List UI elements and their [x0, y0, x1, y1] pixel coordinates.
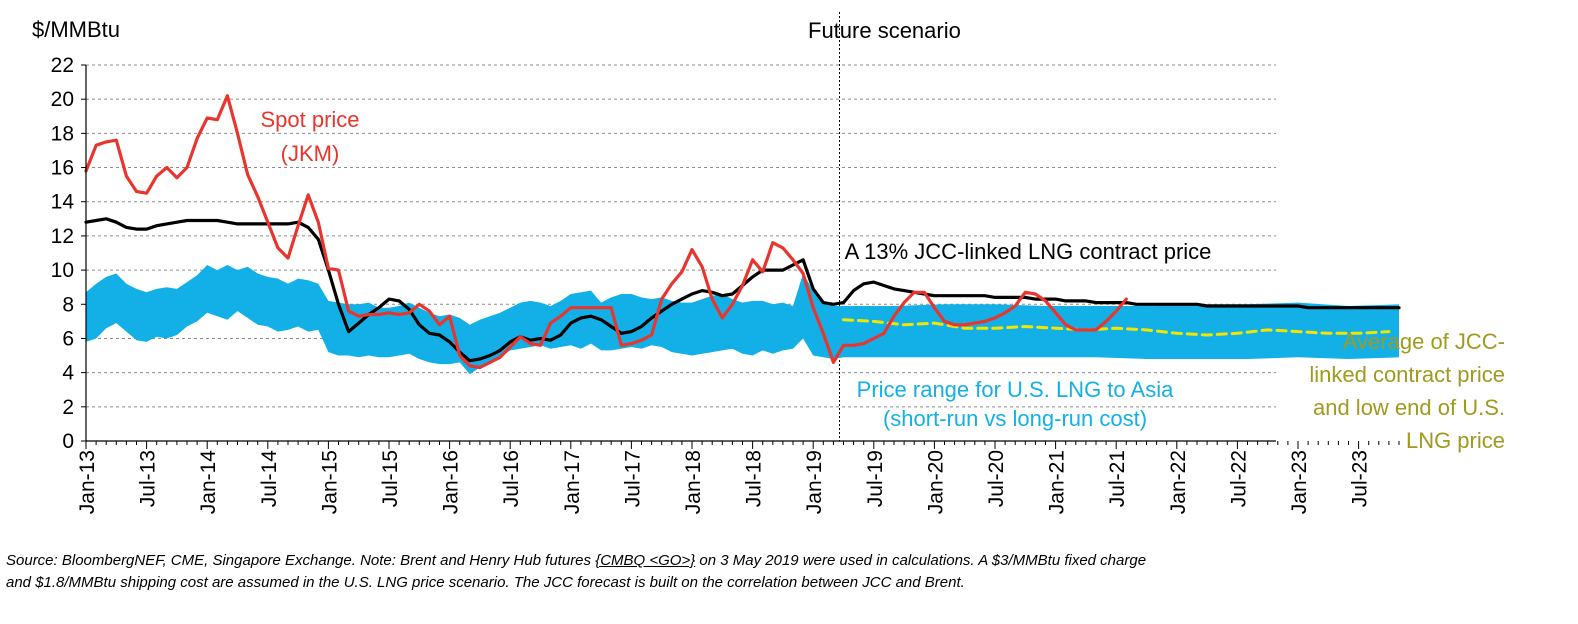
us-lng-range-area: [86, 265, 1399, 375]
x-tick-label-Jul-20: Jul-20: [985, 450, 1008, 507]
y-tick-label-6: 6: [62, 327, 74, 350]
x-tick-label-Jul-18: Jul-18: [743, 450, 766, 507]
y-tick-label-4: 4: [62, 362, 74, 385]
y-tick-label-0: 0: [62, 430, 74, 453]
footnote-line1-suffix: on 3 May 2019 were used in calculations.…: [695, 552, 1147, 569]
y-tick-label-18: 18: [51, 122, 74, 145]
bloomberg-ticker-link[interactable]: {CMBQ <GO>}: [595, 552, 696, 569]
x-tick-label-Jul-14: Jul-14: [258, 450, 281, 508]
footnote-line2: and $1.8/MMBtu shipping cost are assumed…: [6, 574, 965, 591]
x-tick-label-Jan-21: Jan-21: [1046, 450, 1069, 514]
x-tick-label-Jan-18: Jan-18: [682, 450, 705, 514]
x-tick-label-Jan-13: Jan-13: [76, 450, 99, 514]
y-tick-label-12: 12: [51, 225, 74, 248]
future-scenario-label: Future scenario: [808, 18, 961, 43]
average-price-dashed-line: [842, 318, 1391, 337]
us-lng-price-range-band: [86, 265, 1399, 375]
jcc-contract-price-label: A 13% JCC-linked LNG contract price: [845, 239, 1212, 264]
y-tick-label-8: 8: [62, 293, 74, 316]
source-footnote: Source: BloombergNEF, CME, Singapore Exc…: [6, 550, 1566, 594]
y-tick-label-16: 16: [51, 157, 74, 180]
x-tick-label-Jul-17: Jul-17: [621, 450, 644, 507]
x-tick-label-Jul-23: Jul-23: [1349, 450, 1372, 507]
y-tick-label-22: 22: [51, 54, 74, 77]
lng-price-chart: 0 2 4 6 8 10 12 14 16 18 20 22 Jan-13 Jul-13 Jan-14 Jul…: [32, 12, 1505, 515]
average-price-label: Average of JCC-linked contract price and …: [1309, 329, 1505, 453]
x-tick-label-Jan-22: Jan-22: [1167, 450, 1190, 514]
y-tick-label-20: 20: [51, 88, 74, 111]
x-tick-label-Jul-13: Jul-13: [137, 450, 160, 507]
us-lng-range-label: Price range for U.S. LNG to Asia (short-r…: [857, 377, 1174, 431]
x-tick-label-Jul-15: Jul-15: [379, 450, 402, 507]
x-tick-label-Jul-16: Jul-16: [500, 450, 523, 507]
y-tick-label-10: 10: [51, 259, 74, 282]
x-tick-label-Jan-17: Jan-17: [561, 450, 584, 514]
x-tick-label-Jul-21: Jul-21: [1106, 450, 1129, 507]
x-tick-label-Jan-15: Jan-15: [318, 450, 341, 514]
y-tick-label-14: 14: [51, 191, 75, 214]
axes: 0 2 4 6 8 10 12 14 16 18 20 22 Jan-13 Jul-13 Jan-14 Jul…: [51, 54, 1410, 515]
x-tick-label-Jan-20: Jan-20: [924, 450, 947, 514]
x-tick-label-Jan-19: Jan-19: [803, 450, 826, 514]
jkm-spot-price-label: Spot price (JKM): [260, 107, 359, 166]
x-tick-label-Jan-16: Jan-16: [440, 450, 463, 514]
footnote-prefix: Source: BloombergNEF, CME, Singapore Exc…: [6, 552, 596, 569]
jkm-spot-price-line: [84, 94, 1128, 370]
x-tick-label-Jan-14: Jan-14: [197, 450, 220, 515]
x-tick-label-Jul-22: Jul-22: [1227, 450, 1250, 507]
y-axis-unit-label: $/MMBtu: [32, 17, 120, 42]
x-tick-label-Jul-19: Jul-19: [864, 450, 887, 507]
y-tick-label-2: 2: [62, 396, 74, 419]
x-tick-label-Jan-23: Jan-23: [1288, 450, 1311, 514]
series-lines: [84, 94, 1401, 370]
chart-labels: $/MMBtu Future scenario Spot price (JKM) A…: [32, 17, 1505, 453]
